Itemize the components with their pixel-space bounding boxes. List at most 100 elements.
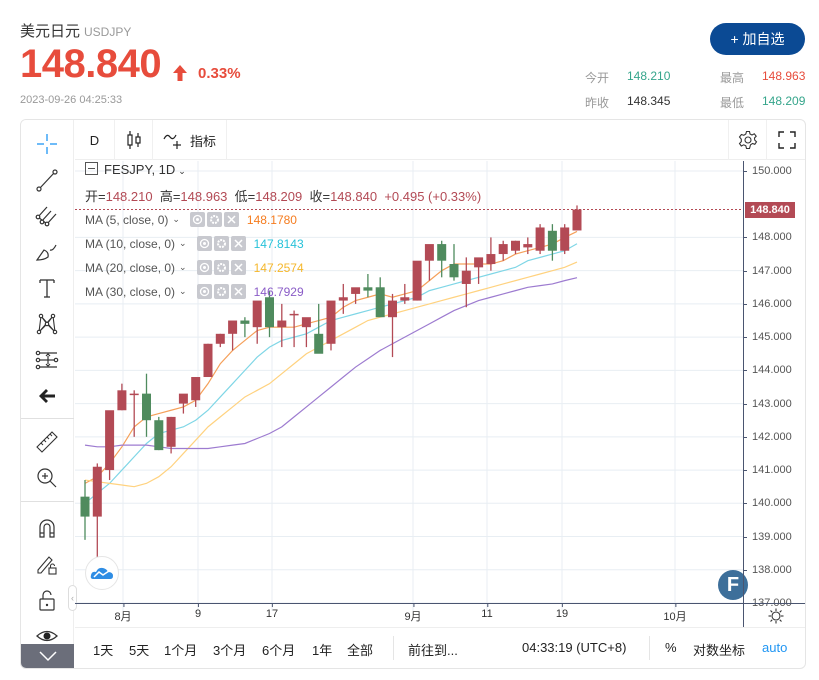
cloud-chart-icon [90, 567, 113, 579]
legend-low: 148.209 [255, 189, 303, 204]
legend-symbol[interactable]: FESJPY, 1D ⌄ [85, 162, 186, 177]
prev-close-value: 148.345 [627, 94, 671, 108]
chevron-down-icon[interactable]: ⌄ [179, 262, 187, 272]
magnet-icon [39, 519, 55, 538]
collapse-toolbar-button[interactable] [21, 644, 74, 668]
back-tool[interactable] [31, 380, 63, 412]
close-icon [227, 215, 236, 224]
ma-value: 148.1780 [246, 212, 297, 227]
range-all[interactable]: 全部 [347, 643, 374, 658]
timezone-clock[interactable]: 04:33:19 (UTC+8) [522, 640, 627, 655]
eye-icon [199, 238, 209, 249]
interval-button[interactable]: D [75, 120, 115, 160]
zoom-in-tool[interactable] [31, 462, 63, 494]
arrow-left-icon [39, 389, 55, 403]
trend-line-tool[interactable] [31, 164, 63, 196]
collapse-legend-icon [85, 162, 98, 175]
unlock-tool[interactable] [31, 584, 63, 616]
sun-settings-icon [768, 608, 783, 623]
percent-scale-toggle[interactable]: % [665, 640, 677, 655]
toggle-visibility-button[interactable] [196, 284, 212, 299]
ma-value: 147.8143 [253, 236, 304, 251]
toggle-visibility-button[interactable] [196, 260, 212, 275]
auto-scale-toggle[interactable]: auto [762, 640, 788, 655]
add-watchlist-button[interactable]: + 加自选 [710, 23, 805, 55]
toggle-visibility-button[interactable] [189, 212, 205, 227]
ma-label[interactable]: MA (5, close, 0) [85, 212, 169, 227]
crosshair-tool[interactable] [31, 128, 63, 160]
stat-prev-close: 昨收 [585, 94, 609, 111]
trend-line-icon [36, 169, 58, 192]
remove-indicator-button[interactable] [230, 284, 246, 299]
legend-high: 148.963 [180, 189, 228, 204]
y-tick-label: 146.000 [743, 298, 792, 310]
settings-button[interactable] [728, 120, 767, 160]
log-scale-toggle[interactable]: 对数坐标 [693, 643, 746, 658]
chart-type-button[interactable] [115, 120, 153, 160]
range-1y[interactable]: 1年 [312, 643, 333, 658]
toolbar-scroll-handle[interactable]: ‹ [68, 585, 77, 611]
legend-open: 148.210 [105, 189, 153, 204]
y-tick-label: 140.000 [743, 497, 792, 509]
open-value: 148.210 [627, 69, 671, 83]
x-tick-label: 9 [194, 603, 202, 620]
indicator-settings-button[interactable] [213, 260, 229, 275]
range-3m[interactable]: 3个月 [213, 643, 247, 658]
legend-change: +0.495 (+0.33%) [384, 189, 482, 204]
indicator-settings-button[interactable] [206, 212, 222, 227]
y-tick-label: 142.000 [743, 431, 792, 443]
close-icon [234, 239, 243, 248]
current-price-tag: 148.840 [745, 201, 795, 218]
chart-widget: ‹ D 指标 FESJPY, 1D ⌄ 开=148.210 高=148.963 低… [20, 119, 806, 669]
eye-icon [199, 286, 209, 297]
price-plot[interactable] [75, 161, 743, 611]
ma-legend-row: MA (20, close, 0) ⌄ 147.2574 [85, 260, 304, 275]
lock-drawings-tool[interactable] [31, 548, 63, 580]
remove-indicator-button[interactable] [230, 236, 246, 251]
measure-fib-tool[interactable] [31, 344, 63, 376]
separator [393, 636, 394, 660]
pitchfork-tool[interactable] [31, 200, 63, 232]
chevron-down-icon[interactable]: ⌄ [179, 238, 187, 248]
pitchfork-icon [35, 206, 57, 227]
pattern-tool[interactable] [31, 308, 63, 340]
indicators-label: 指标 [189, 133, 216, 149]
gear-icon [216, 287, 226, 296]
ma-label[interactable]: MA (30, close, 0) [85, 284, 176, 299]
text-tool[interactable] [31, 272, 63, 304]
bottom-toolbar: 1天 5天 1个月 3个月 6个月 1年 全部 前往到... 04:33:19 … [75, 627, 805, 667]
fullscreen-button[interactable] [767, 120, 805, 160]
magnet-tool[interactable] [31, 512, 63, 544]
indicator-settings-button[interactable] [213, 236, 229, 251]
range-5d[interactable]: 5天 [129, 643, 150, 658]
ruler-icon [36, 431, 58, 453]
chart-cloud-button[interactable] [85, 556, 119, 590]
indicator-settings-button[interactable] [213, 284, 229, 299]
indicators-button[interactable]: 指标 [153, 120, 227, 160]
remove-indicator-button[interactable] [230, 260, 246, 275]
chevron-down-icon[interactable]: ⌄ [179, 286, 187, 296]
y-tick-label: 147.000 [743, 265, 792, 277]
price-axis[interactable]: 150.000 148.000 147.000 146.000 145.000 144.0… [743, 161, 805, 611]
ma-legend-row: MA (10, close, 0) ⌄ 147.8143 [85, 236, 304, 251]
remove-indicator-button[interactable] [223, 212, 239, 227]
legend-title: FESJPY, 1D [104, 162, 176, 177]
visibility-tool[interactable] [31, 620, 63, 652]
legend-ohlc: 开=148.210 高=148.963 低=148.209 收=148.840 … [85, 189, 482, 204]
ma-label[interactable]: MA (10, close, 0) [85, 236, 176, 251]
goto-date-button[interactable]: 前往到... [408, 643, 458, 658]
ma-label[interactable]: MA (20, close, 0) [85, 260, 176, 275]
range-6m[interactable]: 6个月 [262, 643, 296, 658]
y-tick-label: 144.000 [743, 364, 792, 376]
x-tick-label: 9月 [404, 603, 422, 624]
range-1d[interactable]: 1天 [93, 643, 114, 658]
ruler-tool[interactable] [31, 426, 63, 458]
axis-settings-button[interactable] [743, 603, 805, 627]
range-1m[interactable]: 1个月 [164, 643, 198, 658]
legend-close: 148.840 [330, 189, 378, 204]
chevron-down-icon[interactable]: ⌄ [172, 214, 180, 224]
chart-top-toolbar: D 指标 [75, 120, 805, 160]
brush-tool[interactable] [31, 236, 63, 268]
time-axis[interactable]: 8月 9 17 9月 11 19 10月 [75, 603, 743, 627]
toggle-visibility-button[interactable] [196, 236, 212, 251]
